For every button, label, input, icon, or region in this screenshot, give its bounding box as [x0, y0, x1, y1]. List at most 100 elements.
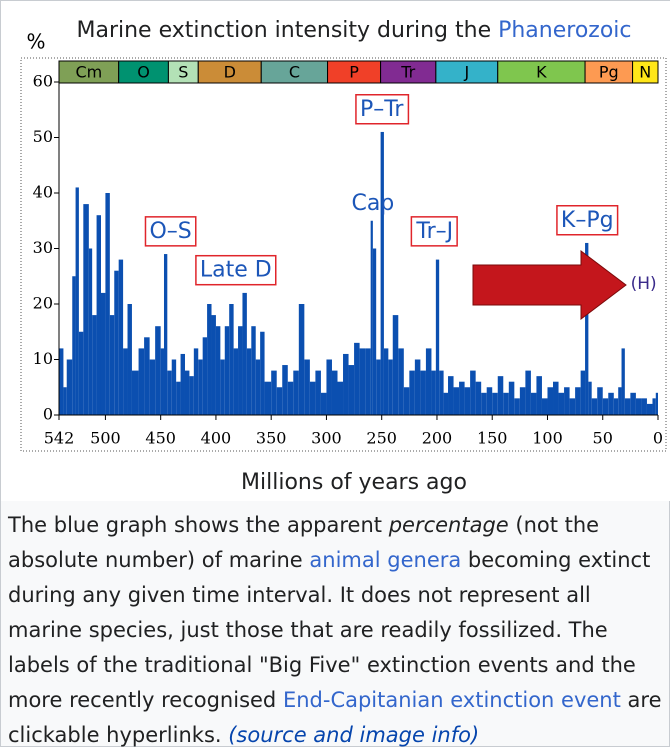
bar — [155, 326, 161, 415]
period-label: D — [224, 63, 236, 82]
title-link[interactable]: Phanerozoic — [498, 18, 631, 43]
annotation[interactable]: Cap — [351, 191, 394, 216]
bar — [149, 359, 156, 415]
annotation-box — [144, 216, 197, 247]
bar — [127, 304, 132, 415]
bar — [508, 381, 515, 415]
bar — [138, 348, 145, 415]
annotation[interactable]: (H) — [631, 274, 657, 294]
bar — [646, 403, 653, 415]
bar — [163, 254, 168, 415]
caption-text: becoming extinct during any given time i… — [8, 548, 651, 712]
annotation[interactable]: K–Pg — [561, 208, 614, 233]
bar — [189, 376, 194, 415]
bar — [588, 381, 592, 415]
bar — [608, 392, 614, 415]
bar — [525, 370, 531, 415]
annotation[interactable]: P–Tr — [360, 97, 404, 122]
bar — [264, 381, 272, 415]
bar — [621, 348, 625, 415]
bar — [443, 392, 449, 415]
bar — [547, 387, 554, 415]
bar — [580, 370, 586, 415]
bar — [184, 370, 190, 415]
bar — [613, 398, 619, 415]
annotation-box — [410, 216, 458, 247]
bar — [88, 248, 93, 415]
period-label: C — [289, 63, 300, 82]
bar — [464, 387, 471, 415]
bar — [167, 370, 172, 415]
period-label: S — [178, 63, 188, 82]
bar — [439, 370, 444, 415]
bar — [372, 248, 377, 415]
bar — [475, 381, 482, 415]
period-label: K — [536, 63, 547, 82]
bar — [287, 381, 294, 415]
bar — [481, 392, 487, 415]
bar — [514, 398, 520, 415]
source-link[interactable]: (source and image info) — [228, 723, 480, 747]
annotation-box — [195, 254, 277, 286]
x-tick-label: 0 — [653, 429, 663, 448]
bar — [220, 359, 225, 415]
link[interactable]: animal genera — [309, 548, 462, 572]
bar — [553, 381, 559, 415]
bar — [229, 304, 234, 415]
bar — [260, 331, 265, 415]
bar — [160, 348, 164, 415]
bar — [519, 387, 526, 415]
bar — [630, 392, 636, 415]
bar — [238, 326, 243, 415]
bar — [66, 359, 73, 415]
bar — [251, 326, 256, 415]
bar — [320, 392, 327, 415]
bar — [326, 359, 332, 415]
bar — [591, 398, 598, 415]
bar — [198, 359, 203, 415]
bar — [298, 304, 305, 415]
x-tick-label: 450 — [145, 429, 176, 448]
bar — [118, 259, 124, 415]
link[interactable]: End-Capitanian extinction event — [282, 688, 621, 712]
bar — [211, 315, 216, 415]
period-label: J — [463, 63, 469, 82]
bar — [618, 387, 622, 415]
bar — [380, 131, 384, 415]
period-label: P — [349, 63, 359, 82]
bar — [105, 193, 110, 415]
chart-title: Marine extinction intensity during the P… — [76, 18, 631, 43]
caption-text: The blue graph shows the apparent — [8, 513, 389, 537]
bar — [180, 353, 185, 415]
bar — [354, 342, 360, 415]
bar — [233, 348, 239, 415]
annotation[interactable]: Tr–J — [415, 219, 453, 244]
x-tick-label: 400 — [201, 429, 232, 448]
bar — [431, 370, 436, 415]
bar — [459, 381, 465, 415]
bar — [597, 387, 603, 415]
bar — [144, 337, 150, 415]
bar — [425, 348, 432, 415]
bar — [207, 304, 212, 415]
x-tick-label: 500 — [90, 429, 121, 448]
bar — [392, 315, 399, 415]
bar — [585, 242, 589, 415]
bar — [492, 392, 498, 415]
bar — [59, 348, 64, 415]
x-tick-label: 542 — [44, 429, 75, 448]
annotation[interactable]: Late D — [200, 258, 272, 283]
bar — [420, 370, 426, 415]
bar — [75, 187, 79, 415]
period-box — [632, 60, 659, 84]
annotation[interactable]: O–S — [149, 219, 191, 244]
x-tick-label: 150 — [477, 429, 508, 448]
period-label: Cm — [75, 63, 102, 82]
bar — [414, 359, 421, 415]
bar — [63, 387, 67, 415]
bar — [359, 348, 366, 415]
x-tick-label: 350 — [256, 429, 287, 448]
bar — [575, 387, 581, 415]
bar — [536, 376, 542, 415]
bar — [282, 365, 288, 415]
